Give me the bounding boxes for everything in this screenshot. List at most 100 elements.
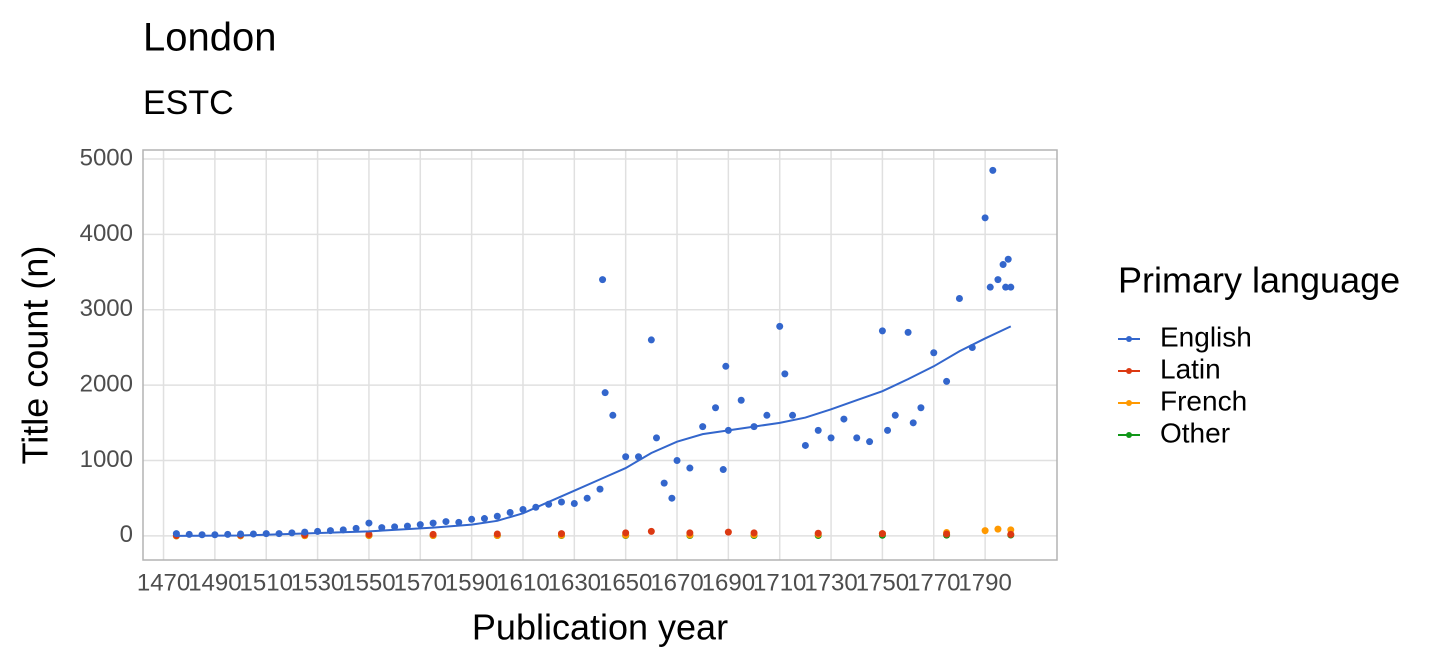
- x-tick-label: 1490: [188, 569, 241, 596]
- data-point: [493, 512, 501, 520]
- y-tick-label: 1000: [80, 446, 133, 473]
- data-point: [391, 523, 399, 531]
- y-axis-label: Title count (n): [15, 246, 56, 465]
- legend-key-dot: [1126, 400, 1132, 406]
- data-point: [596, 485, 604, 493]
- data-point: [712, 404, 720, 412]
- data-point: [570, 499, 578, 507]
- data-point: [853, 434, 861, 442]
- legend-label: French: [1160, 385, 1247, 416]
- data-point: [455, 518, 463, 526]
- legend-label: Other: [1160, 417, 1230, 448]
- y-tick-label: 2000: [80, 370, 133, 397]
- x-tick-label: 1510: [240, 569, 293, 596]
- data-point: [737, 396, 745, 404]
- x-tick-label: 1590: [445, 569, 498, 596]
- data-point: [647, 336, 655, 344]
- data-point: [668, 494, 676, 502]
- x-tick-label: 1550: [342, 569, 395, 596]
- data-point: [224, 530, 232, 538]
- data-point: [468, 515, 476, 523]
- data-point: [750, 529, 758, 537]
- data-point: [365, 519, 373, 527]
- data-point: [930, 349, 938, 357]
- legend-key-dot: [1126, 368, 1132, 374]
- data-point: [1007, 283, 1015, 291]
- data-point: [814, 426, 822, 434]
- data-point: [429, 519, 437, 527]
- y-tick-label: 3000: [80, 295, 133, 322]
- data-point: [480, 515, 488, 523]
- data-point: [647, 527, 655, 535]
- legend-title: Primary language: [1118, 260, 1400, 301]
- data-point: [1004, 255, 1012, 263]
- data-point: [719, 466, 727, 474]
- data-point: [904, 328, 912, 336]
- y-tick-label: 5000: [80, 144, 133, 171]
- x-tick-label: 1710: [753, 569, 806, 596]
- data-point: [884, 426, 892, 434]
- legend-label: English: [1160, 321, 1252, 352]
- data-point: [429, 530, 437, 538]
- data-point: [557, 498, 565, 506]
- data-point: [519, 506, 527, 514]
- data-point: [999, 261, 1007, 269]
- data-point: [986, 283, 994, 291]
- x-tick-label: 1750: [856, 569, 909, 596]
- chart-title: London: [143, 16, 276, 60]
- data-point: [917, 404, 925, 412]
- data-point: [994, 276, 1002, 284]
- data-point: [878, 327, 886, 335]
- data-point: [776, 322, 784, 330]
- data-point: [301, 528, 309, 536]
- data-point: [622, 453, 630, 461]
- x-tick-label: 1470: [137, 569, 190, 596]
- data-point: [994, 525, 1002, 533]
- data-point: [686, 464, 694, 472]
- data-point: [989, 166, 997, 174]
- x-tick-label: 1650: [599, 569, 652, 596]
- x-axis-label: Publication year: [472, 607, 728, 648]
- data-point: [365, 530, 373, 538]
- data-point: [493, 530, 501, 538]
- x-tick-label: 1610: [496, 569, 549, 596]
- data-point: [352, 524, 360, 532]
- y-tick-label: 4000: [80, 220, 133, 247]
- x-tick-label: 1790: [958, 569, 1011, 596]
- data-point: [763, 411, 771, 419]
- data-point: [403, 522, 411, 530]
- data-point: [699, 423, 707, 431]
- data-point: [943, 530, 951, 538]
- legend-key-dot: [1126, 336, 1132, 342]
- data-point: [981, 527, 989, 535]
- data-point: [891, 411, 899, 419]
- data-point: [724, 528, 732, 536]
- data-point: [660, 479, 668, 487]
- data-point: [673, 457, 681, 465]
- x-tick-label: 1770: [907, 569, 960, 596]
- y-tick-label: 0: [120, 521, 133, 548]
- data-point: [840, 415, 848, 423]
- data-point: [249, 530, 257, 538]
- legend-label: Latin: [1160, 353, 1221, 384]
- panel-border: [142, 149, 1058, 561]
- data-point: [955, 294, 963, 302]
- data-point: [722, 362, 730, 370]
- data-point: [814, 529, 822, 537]
- x-tick-label: 1570: [394, 569, 447, 596]
- data-point: [943, 377, 951, 385]
- data-point: [827, 434, 835, 442]
- data-point: [789, 411, 797, 419]
- trend-line: [176, 325, 1012, 537]
- data-point: [185, 530, 193, 538]
- data-point: [583, 494, 591, 502]
- data-point: [686, 529, 694, 537]
- data-point: [1002, 283, 1010, 291]
- data-point: [878, 530, 886, 538]
- data-point: [416, 521, 424, 529]
- data-point: [909, 419, 917, 427]
- data-point: [781, 370, 789, 378]
- data-point: [981, 214, 989, 222]
- data-point: [599, 276, 607, 284]
- data-point: [866, 438, 874, 446]
